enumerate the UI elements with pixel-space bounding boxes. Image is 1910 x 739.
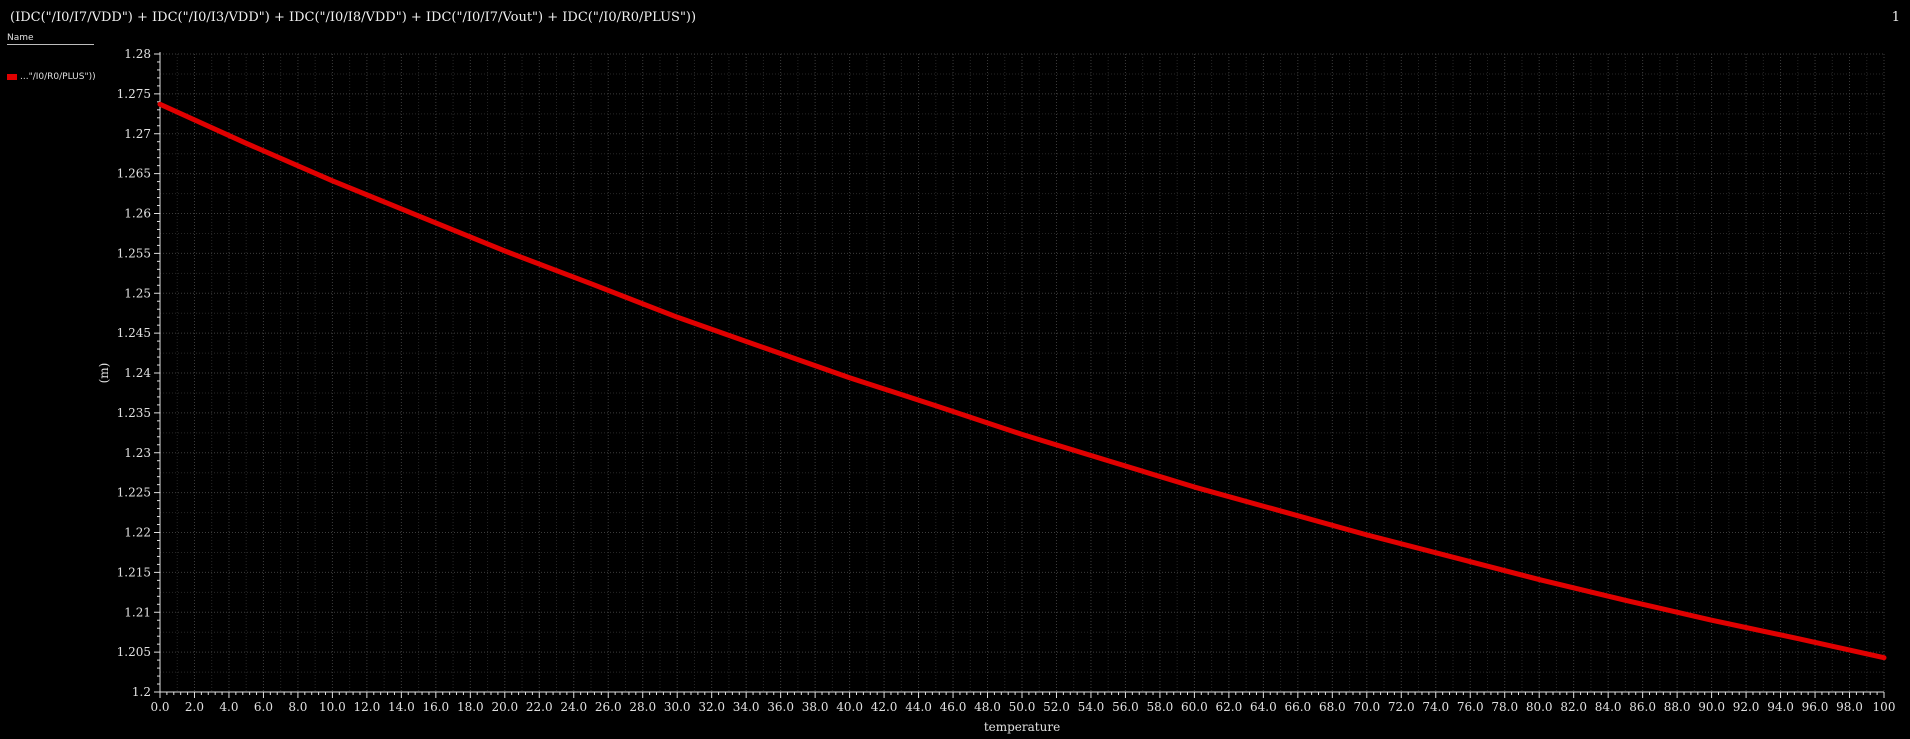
x-tick-label: 12.0 [354, 700, 381, 714]
legend-header: Name [7, 33, 94, 45]
x-tick-label: 72.0 [1388, 700, 1415, 714]
legend-item[interactable]: ..."/I0/R0/PLUS")) [7, 72, 96, 82]
x-tick-label: 98.0 [1836, 700, 1863, 714]
y-tick-label: 1.225 [117, 486, 151, 500]
x-tick-label: 92.0 [1733, 700, 1760, 714]
x-tick-label: 62.0 [1216, 700, 1243, 714]
x-tick-label: 6.0 [254, 700, 273, 714]
x-tick-label: 88.0 [1664, 700, 1691, 714]
y-tick-label: 1.205 [117, 645, 151, 659]
x-tick-label: 48.0 [974, 700, 1001, 714]
y-tick-label: 1.275 [117, 87, 151, 101]
x-tick-label: 2.0 [185, 700, 204, 714]
legend-swatch-icon [7, 74, 17, 80]
y-tick-label: 1.215 [117, 565, 151, 579]
x-tick-label: 14.0 [388, 700, 415, 714]
tick-label-layer: 0.0 2.0 4.0 6.0 8.0 10.0 12.0 14.0 16.0 18.0 20.0 2… [117, 47, 1896, 714]
y-tick-label: 1.26 [124, 207, 151, 221]
x-tick-label: 82.0 [1560, 700, 1587, 714]
chart-title: (IDC("/I0/I7/VDD") + IDC("/I0/I3/VDD") +… [10, 10, 697, 25]
legend-item-label: ..."/I0/R0/PLUS")) [20, 72, 96, 82]
y-tick-label: 1.28 [124, 47, 151, 61]
x-tick-label: 26.0 [595, 700, 622, 714]
x-tick-label: 44.0 [905, 700, 932, 714]
x-tick-label: 40.0 [836, 700, 863, 714]
x-tick-label: 58.0 [1147, 700, 1174, 714]
x-tick-label: 8.0 [288, 700, 307, 714]
axis-layer [154, 52, 1885, 698]
x-tick-label: 36.0 [767, 700, 794, 714]
x-tick-label: 10.0 [319, 700, 346, 714]
grid-layer [159, 53, 1885, 693]
x-axis-label: temperature [984, 720, 1060, 734]
y-tick-label: 1.24 [124, 366, 151, 380]
x-tick-label: 68.0 [1319, 700, 1346, 714]
y-tick-label: 1.25 [124, 286, 151, 300]
x-tick-label: 28.0 [629, 700, 656, 714]
x-tick-label: 90.0 [1698, 700, 1725, 714]
x-tick-label: 56.0 [1112, 700, 1139, 714]
y-axis-label: (m) [97, 363, 111, 384]
x-tick-label: 42.0 [871, 700, 898, 714]
x-tick-label: 50.0 [1009, 700, 1036, 714]
x-tick-label: 84.0 [1595, 700, 1622, 714]
x-tick-label: 66.0 [1284, 700, 1311, 714]
x-tick-label: 54.0 [1078, 700, 1105, 714]
x-tick-label: 94.0 [1767, 700, 1794, 714]
x-tick-label: 20.0 [491, 700, 518, 714]
x-tick-label: 74.0 [1422, 700, 1449, 714]
y-tick-label: 1.265 [117, 167, 151, 181]
y-tick-label: 1.255 [117, 246, 151, 260]
y-tick-label: 1.22 [124, 526, 151, 540]
y-tick-label: 1.27 [124, 127, 151, 141]
x-tick-label: 30.0 [664, 700, 691, 714]
x-tick-label: 60.0 [1181, 700, 1208, 714]
x-tick-label: 80.0 [1526, 700, 1553, 714]
x-tick-label: 4.0 [219, 700, 238, 714]
x-tick-label: 38.0 [802, 700, 829, 714]
x-tick-label: 70.0 [1353, 700, 1380, 714]
x-tick-label: 52.0 [1043, 700, 1070, 714]
x-tick-label: 32.0 [698, 700, 725, 714]
x-tick-label: 34.0 [733, 700, 760, 714]
y-tick-label: 1.2 [132, 685, 151, 699]
y-tick-label: 1.23 [124, 446, 151, 460]
x-tick-label: 16.0 [422, 700, 449, 714]
x-tick-label: 76.0 [1457, 700, 1484, 714]
y-tick-label: 1.21 [124, 605, 151, 619]
x-tick-label: 18.0 [457, 700, 484, 714]
x-tick-label: 78.0 [1491, 700, 1518, 714]
x-tick-label: 0.0 [150, 700, 169, 714]
y-tick-label: 1.235 [117, 406, 151, 420]
x-tick-label: 96.0 [1802, 700, 1829, 714]
page-number: 1 [1891, 10, 1900, 25]
x-tick-label: 100 [1873, 700, 1896, 714]
x-tick-label: 46.0 [940, 700, 967, 714]
x-tick-label: 86.0 [1629, 700, 1656, 714]
x-tick-label: 22.0 [526, 700, 553, 714]
x-tick-label: 64.0 [1250, 700, 1277, 714]
series-layer [157, 101, 1887, 661]
series-line [157, 101, 1887, 661]
y-tick-label: 1.245 [117, 326, 151, 340]
x-tick-label: 24.0 [560, 700, 587, 714]
